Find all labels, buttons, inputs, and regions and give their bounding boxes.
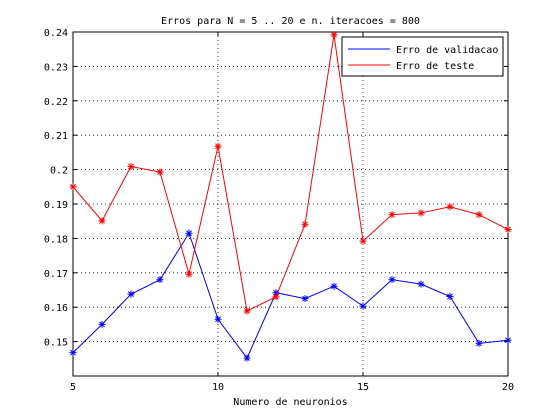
y-tick-label: 0.22: [44, 97, 68, 108]
asterisk-stroke: [302, 295, 308, 302]
series-2-point: [214, 142, 222, 150]
series-2-point: [359, 237, 367, 245]
x-tick-label: 20: [502, 382, 514, 393]
series-1-point: [156, 276, 164, 284]
series-1-point: [504, 336, 512, 344]
series-2-point: [504, 225, 512, 233]
legend-box: [341, 36, 504, 77]
asterisk-stroke: [128, 291, 134, 298]
asterisk-stroke: [244, 355, 250, 361]
legend-label-1: Erro de validacao: [396, 45, 498, 56]
series-1-point: [243, 354, 251, 362]
asterisk-stroke: [389, 276, 395, 283]
x-tick-label: 15: [357, 382, 369, 393]
asterisk-stroke: [476, 211, 482, 218]
asterisk-stroke: [418, 281, 424, 288]
series-2-point: [69, 183, 77, 191]
asterisk-stroke: [331, 31, 337, 38]
series-2-point: [330, 31, 338, 39]
y-tick-label: 0.21: [44, 131, 68, 142]
series-2-point: [243, 307, 251, 315]
asterisk-stroke: [128, 163, 134, 170]
asterisk-stroke: [418, 210, 424, 216]
series-2-point: [185, 270, 193, 278]
asterisk-stroke: [99, 217, 105, 224]
y-tick-label: 0.2: [50, 166, 68, 177]
series-1-point: [475, 339, 483, 347]
series-1-point: [446, 293, 454, 301]
x-tick-label: 10: [212, 382, 224, 393]
asterisk-stroke: [70, 349, 76, 356]
y-tick-label: 0.16: [44, 303, 68, 314]
asterisk-stroke: [244, 308, 250, 314]
asterisk-stroke: [186, 271, 192, 278]
y-tick-label: 0.17: [44, 269, 68, 280]
asterisk-stroke: [447, 203, 453, 210]
asterisk-stroke: [476, 340, 482, 347]
legend: Erro de validacao Erro de teste: [341, 36, 504, 77]
series-2-point: [475, 211, 483, 219]
series-2-point: [446, 203, 454, 211]
asterisk-stroke: [215, 143, 221, 150]
series-2-point: [388, 211, 396, 219]
series-1-point: [214, 315, 222, 323]
x-tick-label: 5: [70, 382, 76, 393]
series-1-point: [69, 349, 77, 357]
series-2-point: [127, 163, 135, 171]
series-1-point: [301, 295, 309, 303]
asterisk-stroke: [273, 289, 279, 296]
series-2-point: [98, 217, 106, 225]
asterisk-stroke: [99, 321, 105, 328]
asterisk-stroke: [302, 221, 308, 228]
asterisk-stroke: [186, 230, 192, 237]
series-2-point: [417, 209, 425, 217]
series-layer: [69, 31, 512, 362]
x-axis-label: Numero de neuronios: [233, 397, 347, 408]
series-1-point: [388, 276, 396, 284]
series-line-2: [72, 34, 509, 312]
series-1-point: [98, 320, 106, 328]
series-2-point: [301, 220, 309, 228]
asterisk-stroke: [157, 169, 163, 175]
y-tick-label: 0.18: [44, 234, 68, 245]
y-tick-label: 0.23: [44, 62, 68, 73]
y-tick-label: 0.15: [44, 338, 68, 349]
series-1-point: [359, 302, 367, 310]
asterisk-stroke: [215, 316, 221, 323]
series-1-point: [417, 280, 425, 288]
asterisk-stroke: [360, 303, 366, 310]
series-2-point: [272, 293, 280, 301]
series-1-point: [185, 229, 193, 237]
tick-layer: 5 10 15 20 0.15 0.16 0.17 0.18 0.19 0.2 0.21 0.22 0.…: [44, 28, 514, 393]
asterisk-stroke: [505, 337, 511, 344]
y-tick-label: 0.24: [44, 28, 68, 39]
asterisk-stroke: [331, 283, 337, 290]
asterisk-stroke: [157, 276, 163, 283]
y-tick-label: 0.19: [44, 200, 68, 211]
asterisk-stroke: [447, 293, 453, 300]
series-line-1: [72, 232, 509, 360]
asterisk-stroke: [360, 238, 366, 245]
asterisk-stroke: [389, 211, 395, 218]
legend-items: Erro de validacao Erro de teste: [348, 45, 498, 72]
asterisk-stroke: [70, 183, 76, 190]
series-1-point: [330, 282, 338, 290]
legend-label-2: Erro de teste: [396, 61, 474, 72]
asterisk-stroke: [505, 226, 511, 233]
series-1-point: [127, 290, 135, 298]
series-2-point: [156, 168, 164, 176]
chart-title: Erros para N = 5 .. 20 e n. iteracoes = …: [161, 16, 420, 27]
plot-area-background: [73, 32, 508, 376]
asterisk-stroke: [273, 294, 279, 300]
